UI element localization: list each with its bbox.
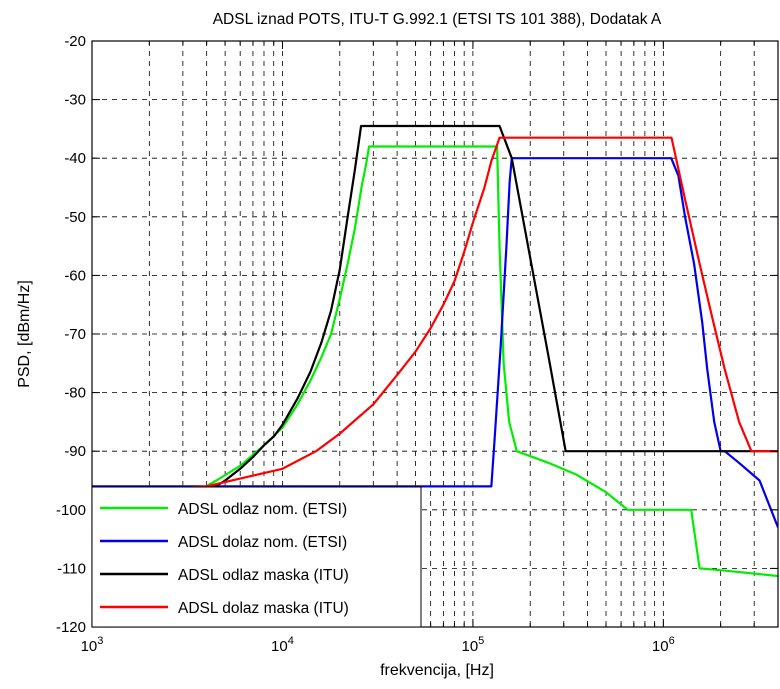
x-tick-labels: 103 104 105 106 bbox=[81, 635, 675, 655]
y-tick-label: -20 bbox=[64, 33, 86, 50]
y-tick-label: -60 bbox=[64, 267, 86, 284]
x-tick-label: 106 bbox=[652, 635, 675, 655]
y-tick-label: -30 bbox=[64, 92, 86, 109]
series-lines bbox=[92, 124, 778, 578]
legend-label-1: ADSL odlaz nom. (ETSI) bbox=[178, 501, 347, 518]
y-tick-label: -70 bbox=[64, 326, 86, 343]
series-line-3 bbox=[197, 124, 778, 499]
x-axis-label: frekvencija, [Hz] bbox=[380, 662, 494, 679]
y-tick-labels: -20 -30 -40 -50 -60 -70 -80 -90 -100 -110 -120 bbox=[56, 33, 86, 636]
y-tick-label: -90 bbox=[64, 443, 86, 460]
series-line-1 bbox=[195, 145, 778, 578]
y-tick-label: -100 bbox=[56, 502, 86, 519]
y-tick-label: -50 bbox=[64, 209, 86, 226]
y-tick-label: -80 bbox=[64, 385, 86, 402]
legend-label-2: ADSL dolaz nom. (ETSI) bbox=[178, 534, 347, 551]
legend-box bbox=[91, 486, 422, 628]
y-axis-label: PSD, [dBm/Hz] bbox=[16, 280, 33, 388]
x-tick-label: 104 bbox=[271, 635, 294, 655]
series-line-4 bbox=[92, 136, 778, 497]
legend: ADSL odlaz nom. (ETSI) ADSL dolaz nom. (E… bbox=[91, 486, 422, 628]
y-tick-label: -110 bbox=[57, 560, 86, 577]
chart-title: ADSL iznad POTS, ITU-T G.992.1 (ETSI TS … bbox=[213, 11, 662, 28]
x-tick-label: 103 bbox=[81, 635, 104, 655]
x-tick-label: 105 bbox=[461, 635, 484, 655]
legend-label-4: ADSL dolaz maska (ITU) bbox=[178, 600, 349, 617]
legend-label-3: ADSL odlaz maska (ITU) bbox=[178, 567, 349, 584]
y-tick-label: -40 bbox=[64, 150, 86, 167]
y-tick-label: -120 bbox=[56, 619, 86, 636]
